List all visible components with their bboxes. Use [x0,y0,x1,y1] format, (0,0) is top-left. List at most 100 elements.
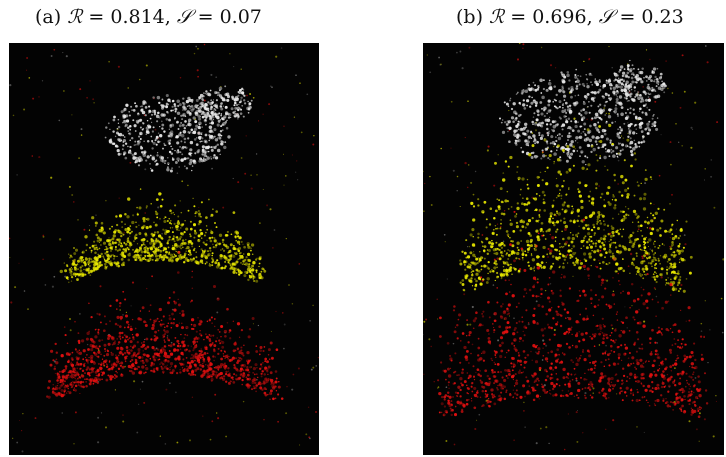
yellow-band-particle [181,239,185,242]
yellow-band-particle [558,252,562,256]
yellow-band-particle [609,238,613,241]
red-band-particle [100,371,103,373]
yellow-band-particle [534,208,538,212]
red-band-particle [50,349,54,353]
yellow-band-particle [525,239,530,244]
noise-particle [566,253,569,256]
yellow-band-particle [104,262,107,266]
white-band-particle [232,111,235,114]
white-band-particle [619,142,622,145]
noise-particle [452,342,455,345]
white-band-particle [233,114,237,118]
yellow-band-particle [607,201,610,204]
white-band-particle [185,167,189,170]
yellow-band-particle [128,241,132,245]
yellow-band-particle [621,245,625,248]
noise-particle [592,392,594,394]
panel-b-image [423,43,724,455]
white-band-particle [638,122,642,126]
noise-particle [307,406,310,409]
yellow-band-particle [659,273,662,276]
yellow-band-particle [580,239,584,244]
yellow-band-particle [650,212,652,215]
red-band-particle [96,312,99,315]
yellow-band-particle [556,228,559,231]
red-band-particle [167,360,169,362]
white-band-particle [129,128,132,131]
white-band-particle [149,163,151,165]
yellow-band-particle [79,269,83,273]
yellow-band-particle [129,235,131,237]
yellow-band-particle [611,199,614,201]
red-band-particle [270,392,273,395]
yellow-band-particle [642,277,645,280]
yellow-band-particle [205,243,208,246]
yellow-band-particle [192,223,197,227]
yellow-band-particle [183,231,186,234]
white-band-particle [167,98,171,102]
red-band-particle [269,389,273,393]
noise-particle [459,205,461,208]
white-band-particle [149,154,152,157]
yellow-band-particle [244,258,247,262]
yellow-band-particle [514,215,517,218]
yellow-band-particle [464,276,468,279]
red-band-particle [150,361,154,365]
red-band-particle [153,326,156,328]
white-band-particle [205,123,207,126]
red-band-particle [70,361,72,363]
noise-particle [584,392,587,395]
yellow-band-particle [677,244,681,248]
red-band-particle [71,385,74,387]
noise-particle [534,129,538,132]
white-band-particle [538,131,541,135]
yellow-band-particle [74,264,77,267]
noise-particle [26,69,28,71]
white-band-particle [145,133,148,136]
white-band-particle [659,72,663,76]
yellow-band-particle [138,232,142,235]
white-band-particle [624,111,627,115]
white-band-particle [622,92,625,95]
yellow-band-particle [127,253,131,257]
red-band-particle [128,337,131,340]
noise-particle [41,80,44,82]
red-band-particle [143,320,146,324]
white-band-particle [204,103,208,107]
red-band-particle [521,320,524,323]
panel-a-s-value: = 0.07 [191,6,262,28]
yellow-band-particle [678,252,681,255]
yellow-band-particle [75,263,77,266]
white-band-particle [627,84,631,87]
white-band-particle [247,100,249,103]
noise-particle [506,234,509,236]
yellow-band-particle [471,261,475,265]
yellow-band-particle [222,249,226,252]
yellow-band-particle [602,237,606,241]
red-band-particle [173,300,176,303]
red-band-particle [130,369,133,373]
white-band-particle [601,143,605,147]
white-band-particle [223,115,227,119]
yellow-band-particle [645,267,649,271]
yellow-band-particle [479,282,483,286]
yellow-band-particle [511,240,514,243]
red-band-particle [244,368,248,372]
yellow-band-particle [514,267,517,271]
red-band-particle [158,352,161,355]
red-band-particle [84,356,87,359]
white-band-particle [124,123,128,127]
noise-particle [496,223,499,225]
yellow-band-particle [93,244,96,246]
red-band-particle [102,362,105,365]
red-band-particle [245,359,249,363]
red-band-particle [100,362,103,364]
yellow-band-particle [607,186,611,190]
white-band-particle [217,133,221,137]
white-band-particle [198,121,202,126]
yellow-band-particle [240,240,243,243]
red-band-particle [64,365,68,368]
red-band-particle [69,383,71,385]
white-band-particle [536,110,540,113]
noise-particle [580,132,583,135]
